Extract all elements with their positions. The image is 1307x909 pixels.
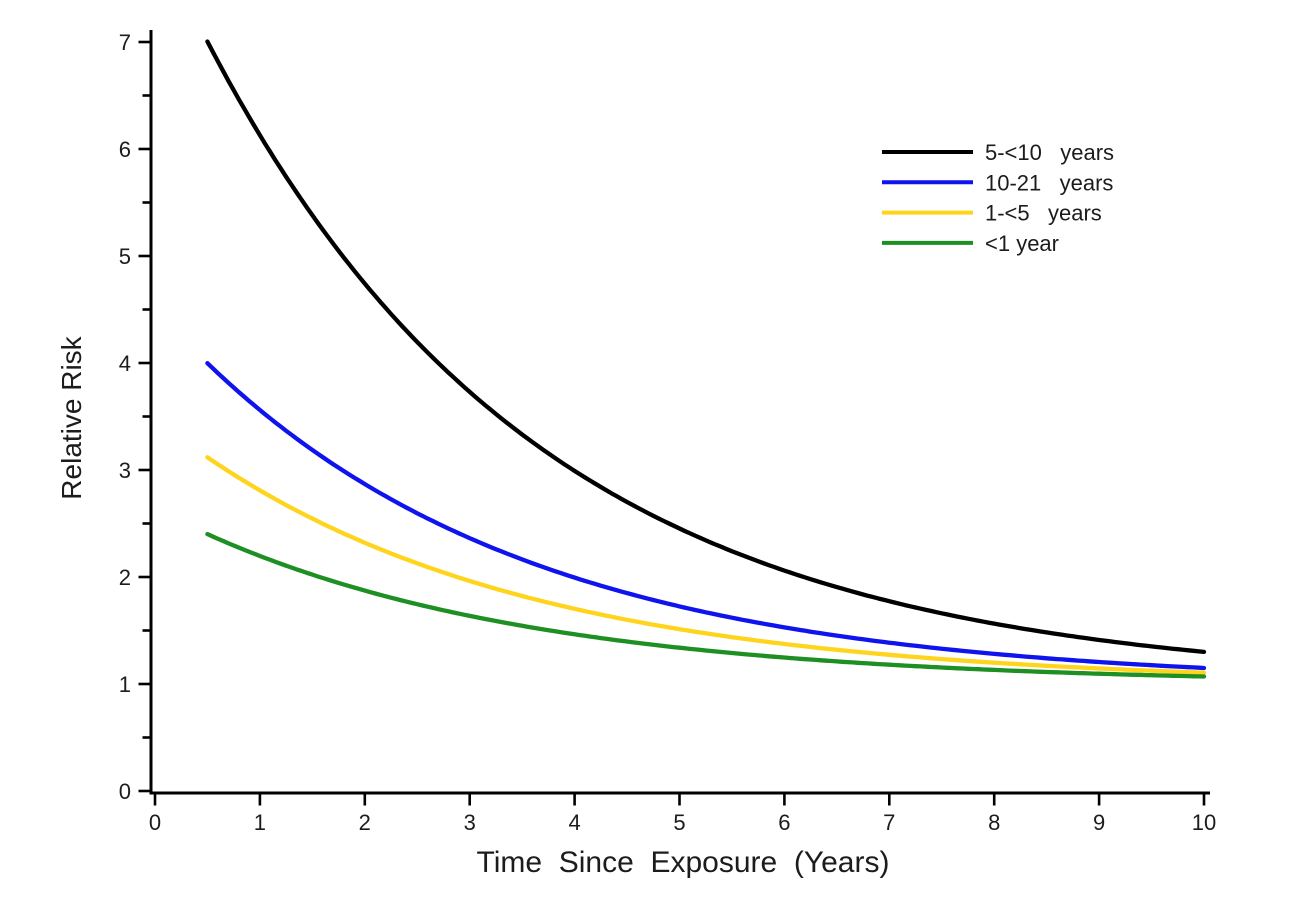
legend-label: 10-21 years — [985, 170, 1113, 195]
x-tick-label: 3 — [464, 810, 476, 835]
legend-label: 5-<10 years — [985, 140, 1114, 165]
x-tick-label: 0 — [149, 810, 161, 835]
x-tick-label: 4 — [568, 810, 580, 835]
y-tick-label: 6 — [119, 137, 131, 162]
x-tick-label: 5 — [673, 810, 685, 835]
y-tick-label: 3 — [119, 458, 131, 483]
series-curve — [205, 531, 1207, 679]
y-tick-label: 7 — [119, 30, 131, 55]
y-tick-label: 0 — [119, 779, 131, 804]
x-tick-label: 7 — [883, 810, 895, 835]
y-tick-label: 2 — [119, 565, 131, 590]
series-curve — [205, 39, 1207, 655]
legend-label: 1-<5 years — [985, 201, 1102, 226]
x-tick-label: 6 — [778, 810, 790, 835]
legend-label: <1 year — [985, 231, 1059, 256]
x-tick-label: 1 — [254, 810, 266, 835]
x-tick-label: 2 — [359, 810, 371, 835]
y-tick-label: 5 — [119, 244, 131, 269]
x-tick-label: 8 — [988, 810, 1000, 835]
x-tick-label: 9 — [1093, 810, 1105, 835]
series-curve — [205, 361, 1207, 671]
y-tick-label: 4 — [119, 351, 131, 376]
x-tick-label: 10 — [1192, 810, 1216, 835]
y-tick-label: 1 — [119, 672, 131, 697]
series-curve — [205, 455, 1207, 675]
